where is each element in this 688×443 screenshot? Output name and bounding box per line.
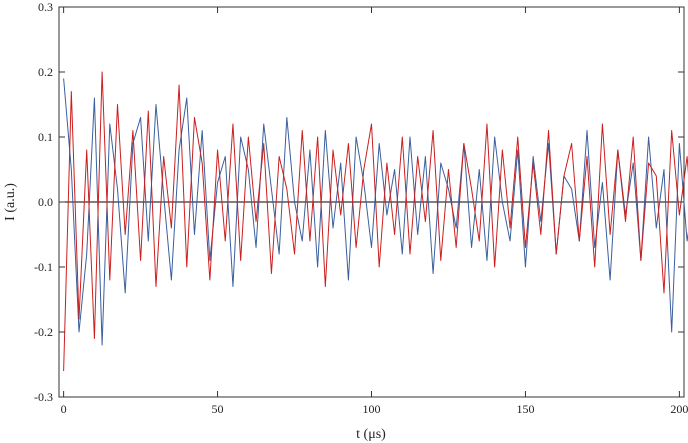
x-tick-label: 150 [516,402,534,416]
series-line-2 [63,71,688,372]
ticks-layer: 0 50 100 150 200 -0.3 -0.2 -0.1 0.0 0.1 0.2 0.3 [34,0,688,416]
y-axis-label: I (a.u.) [3,183,18,221]
x-tick-label: 0 [61,402,67,416]
x-axis-label: t (μs) [356,427,386,442]
y-tick-label: 0.0 [38,195,53,209]
series-layer [63,71,688,372]
x-tick-label: 200 [670,402,688,416]
y-tick-label: 0.1 [38,130,53,144]
y-tick-label: -0.1 [34,260,53,274]
y-tick-label: -0.2 [34,325,53,339]
x-tick-label: 50 [212,402,224,416]
y-tick-label: -0.3 [34,390,53,404]
y-tick-label: 0.3 [38,0,53,14]
x-tick-label: 100 [363,402,381,416]
y-tick-label: 0.2 [38,65,53,79]
